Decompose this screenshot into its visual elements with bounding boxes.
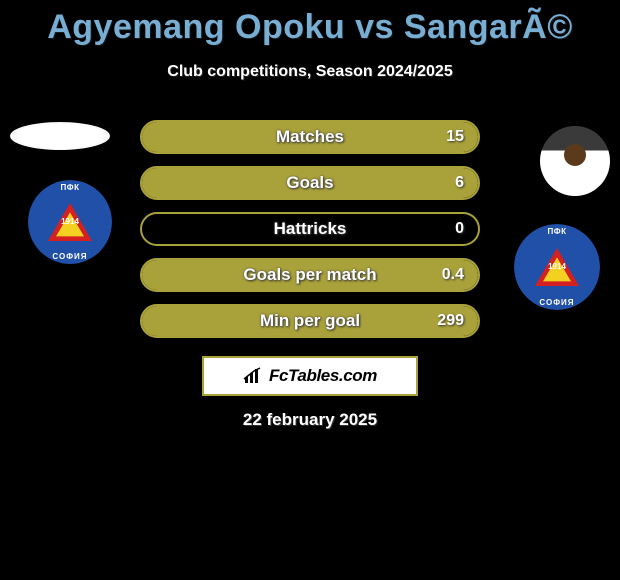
stat-row: Hattricks0 (140, 212, 480, 246)
stat-row: Matches15 (140, 120, 480, 154)
badge-year: 1914 (28, 217, 112, 226)
stat-row: Min per goal299 (140, 304, 480, 338)
player-left-club-badge: ПФК 1914 СОФИЯ (28, 180, 112, 264)
player-right-club-badge: ПФК 1914 СОФИЯ (514, 224, 600, 310)
brand-watermark: FcTables.com (202, 356, 418, 396)
badge-top-text: ПФК (514, 227, 600, 236)
stat-value-right: 0.4 (442, 266, 464, 284)
badge-year: 1914 (514, 262, 600, 271)
badge-bottom-text: СОФИЯ (28, 252, 112, 261)
stat-value-right: 0 (455, 220, 464, 238)
comparison-title: Agyemang Opoku vs SangarÃ© (0, 0, 620, 47)
stat-label: Hattricks (142, 219, 478, 239)
stat-label: Matches (142, 127, 478, 147)
stat-row: Goals6 (140, 166, 480, 200)
stat-label: Goals (142, 173, 478, 193)
comparison-subtitle: Club competitions, Season 2024/2025 (0, 63, 620, 81)
stat-value-right: 299 (437, 312, 464, 330)
player-right-avatar (540, 126, 610, 196)
comparison-date: 22 february 2025 (0, 410, 620, 430)
badge-bottom-text: СОФИЯ (514, 298, 600, 307)
stat-value-right: 6 (455, 174, 464, 192)
badge-top-text: ПФК (28, 183, 112, 192)
stat-row: Goals per match0.4 (140, 258, 480, 292)
brand-label: FcTables.com (269, 366, 377, 386)
stat-label: Min per goal (142, 311, 478, 331)
bar-chart-icon (243, 367, 265, 385)
levski-badge-icon: ПФК 1914 СОФИЯ (514, 224, 600, 310)
stat-value-right: 15 (446, 128, 464, 146)
stat-label: Goals per match (142, 265, 478, 285)
levski-badge-icon: ПФК 1914 СОФИЯ (28, 180, 112, 264)
player-left-avatar-placeholder (10, 122, 110, 150)
